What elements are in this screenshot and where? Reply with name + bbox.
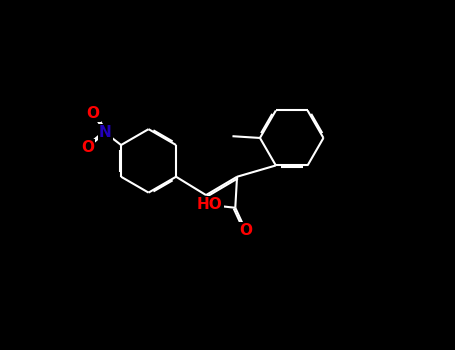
Text: HO: HO xyxy=(197,197,223,212)
Text: O: O xyxy=(86,106,99,121)
Text: O: O xyxy=(239,223,253,238)
Text: O: O xyxy=(81,140,94,155)
Text: N: N xyxy=(99,125,111,140)
